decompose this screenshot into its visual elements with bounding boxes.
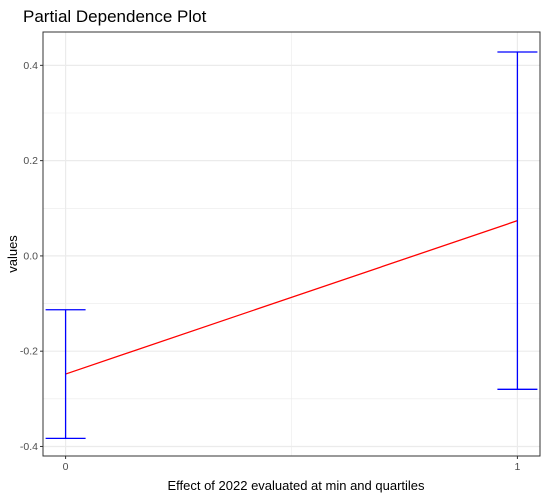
pd-line — [65, 220, 518, 375]
series-layer — [45, 51, 538, 440]
x-tick-label: 0 — [63, 461, 69, 473]
y-tick-label: -0.2 — [20, 346, 38, 358]
y-axis-title: values — [5, 235, 20, 273]
panel-border — [42, 31, 541, 457]
error-bar — [497, 51, 538, 390]
chart-title: Partial Dependence Plot — [23, 7, 207, 26]
error-bar — [45, 309, 86, 440]
y-tick-label: 0.4 — [23, 60, 38, 72]
grid — [43, 32, 540, 456]
y-tick-label: 0.0 — [23, 250, 38, 262]
x-tick-label: 1 — [514, 461, 520, 473]
axes: -0.4 -0.2 0.0 0.2 0.4 0 1 — [20, 60, 521, 473]
y-tick-label: 0.2 — [23, 155, 38, 167]
y-tick-label: -0.4 — [20, 441, 38, 453]
x-axis-title: Effect of 2022 evaluated at min and quar… — [167, 478, 425, 493]
